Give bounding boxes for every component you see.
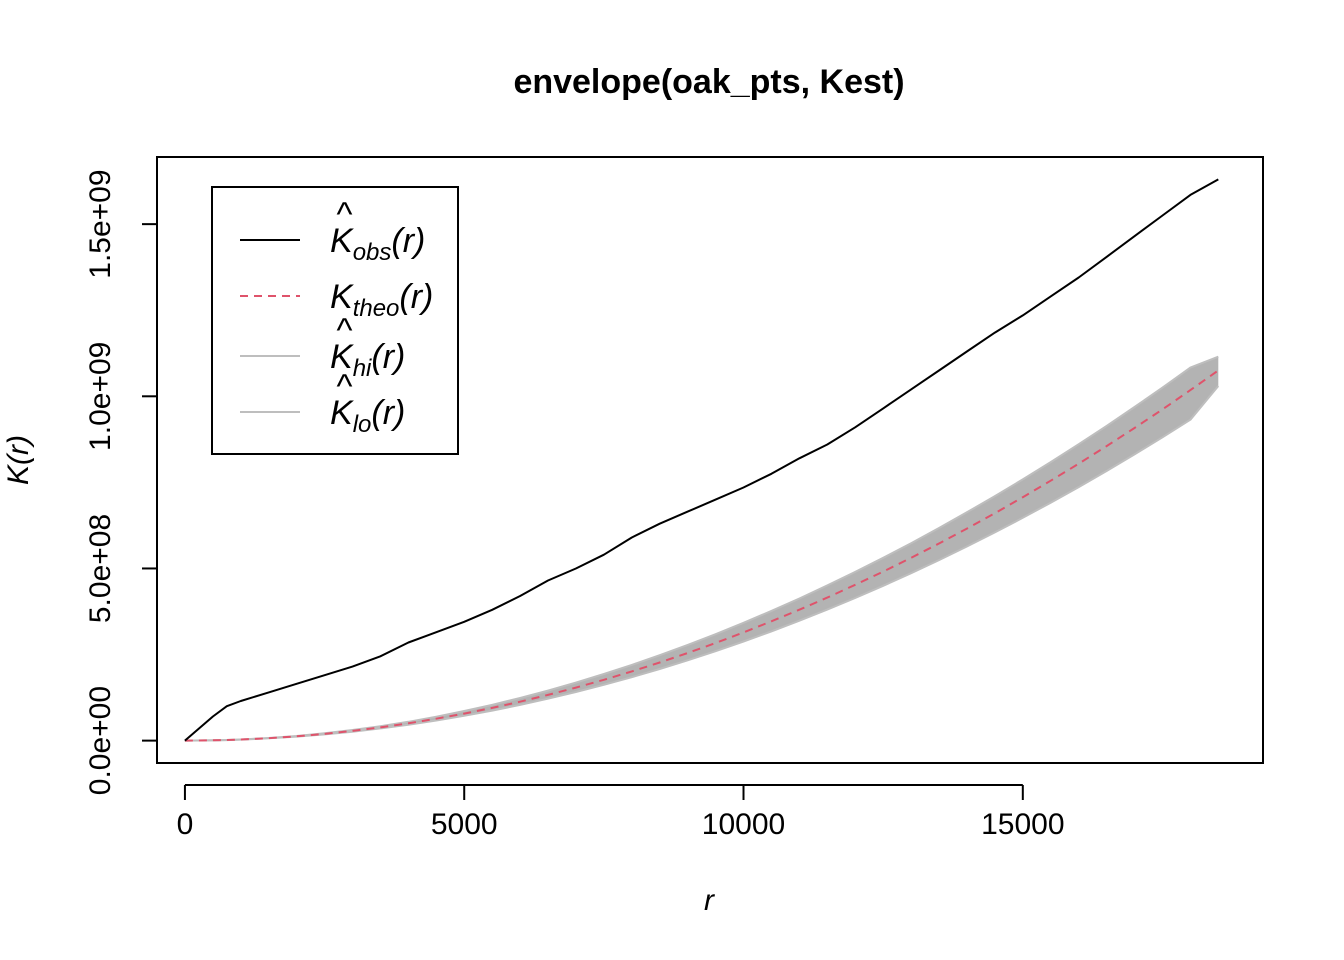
series-obs-line <box>184 178 1219 742</box>
y-axis: 0.0e+00 5.0e+08 1.0e+09 1.5e+09 <box>84 169 158 795</box>
legend-hat-lo: ^ <box>336 368 353 406</box>
legend-label-hi: Khi(r) <box>330 338 405 382</box>
x-axis: 0 5000 10000 15000 <box>177 784 1065 841</box>
x-tick-label: 10000 <box>702 808 785 841</box>
legend-label-obs: Kobs(r) <box>330 222 425 266</box>
series-layer <box>184 178 1220 742</box>
legend-label-theo: Ktheo(r) <box>330 278 433 322</box>
series-lo-line <box>184 385 1220 742</box>
y-tick-label: 1.0e+09 <box>84 342 117 451</box>
chart-title: envelope(oak_pts, Kest) <box>513 63 904 101</box>
x-tick-label: 15000 <box>981 808 1064 841</box>
legend: ^Kobs(r)Ktheo(r)^Khi(r)^Klo(r) <box>211 186 459 455</box>
x-tick-label: 0 <box>177 808 194 841</box>
x-tick-label: 5000 <box>431 808 498 841</box>
legend-label-lo: Klo(r) <box>330 394 405 438</box>
series-hi-line <box>184 355 1219 742</box>
y-tick-label: 5.0e+08 <box>84 514 117 623</box>
legend-hat-hi: ^ <box>336 312 353 350</box>
y-tick-label: 0.0e+00 <box>84 686 117 795</box>
legend-box <box>211 186 459 455</box>
legend-hat-obs: ^ <box>336 196 353 234</box>
x-axis-label: r <box>704 884 715 917</box>
y-tick-label: 1.5e+09 <box>84 169 117 278</box>
y-axis-label: K(r) <box>2 435 35 485</box>
